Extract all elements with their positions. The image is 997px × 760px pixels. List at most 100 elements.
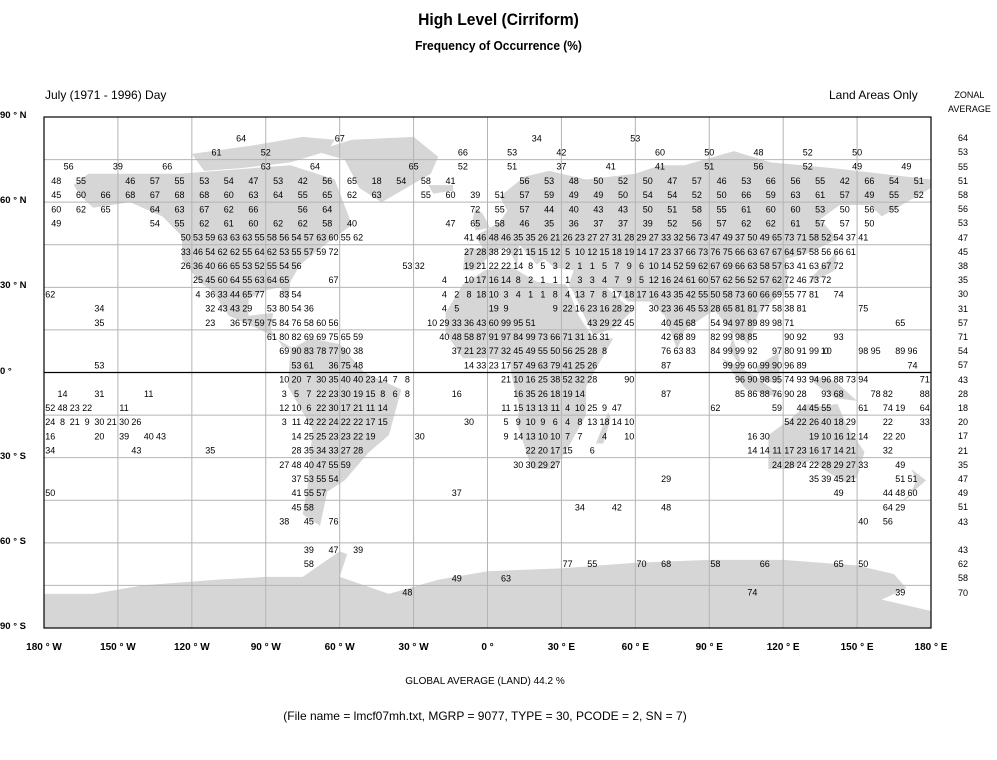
cell-value: 1 xyxy=(528,289,533,299)
cell-value: 51 xyxy=(914,176,924,186)
cell-value: 52 xyxy=(747,275,757,285)
cell-value: 23 xyxy=(328,431,338,441)
cell-value: 76 xyxy=(772,389,782,399)
zonal-average-value: 47 xyxy=(958,232,969,243)
cell-value: 3 xyxy=(503,289,508,299)
cell-value: 73 xyxy=(784,233,794,243)
cell-value: 55 xyxy=(538,346,548,356)
cell-value: 65 xyxy=(341,332,351,342)
cell-value: 21 xyxy=(846,446,856,456)
cell-value: 50 xyxy=(710,289,720,299)
cell-value: 55 xyxy=(421,190,431,200)
cell-value: 23 xyxy=(661,304,671,314)
cell-value: 41 xyxy=(563,360,573,370)
cell-value: 8 xyxy=(602,346,607,356)
cell-value: 33 xyxy=(858,460,868,470)
cell-value: 80 xyxy=(279,304,289,314)
cell-value: 41 xyxy=(858,233,868,243)
cell-value: 55 xyxy=(304,488,314,498)
cell-value: 11 xyxy=(501,403,510,413)
cell-value: 16 xyxy=(45,431,55,441)
cell-value: 19 xyxy=(809,431,819,441)
cell-value: 61 xyxy=(858,403,868,413)
cell-value: 11 xyxy=(292,417,301,427)
latitude-tick-label: 90 ° S xyxy=(0,621,26,632)
cell-value: 96 xyxy=(735,375,745,385)
cell-value: 20 xyxy=(895,431,905,441)
land-shape xyxy=(721,358,784,399)
cell-value: 77 xyxy=(328,346,338,356)
cell-value: 30 xyxy=(94,417,104,427)
cell-value: 48 xyxy=(51,176,61,186)
cell-value: 28 xyxy=(476,247,486,257)
cell-value: 68 xyxy=(834,389,844,399)
cell-value: 51 xyxy=(526,318,536,328)
cell-value: 37 xyxy=(291,474,301,484)
cell-value: 58 xyxy=(723,289,733,299)
cell-value: 46 xyxy=(797,275,807,285)
cell-value: 44 xyxy=(544,204,554,214)
cell-value: 57 xyxy=(717,219,727,229)
cell-value: 66 xyxy=(741,190,751,200)
cell-value: 18 xyxy=(372,176,382,186)
cell-value: 23 xyxy=(797,446,807,456)
cell-value: 43 xyxy=(131,446,141,456)
cell-value: 64 xyxy=(920,403,930,413)
cell-value: 45 xyxy=(205,275,215,285)
cell-value: 50 xyxy=(550,346,560,356)
cell-value: 89 xyxy=(895,346,905,356)
cell-value: 90 xyxy=(784,332,794,342)
cell-value: 68 xyxy=(673,332,683,342)
cell-value: 40 xyxy=(858,517,868,527)
cell-value: 11 xyxy=(366,403,375,413)
zonal-average-value: 18 xyxy=(958,402,969,413)
cell-value: 29 xyxy=(846,417,856,427)
cell-value: 39 xyxy=(821,474,831,484)
cell-value: 28 xyxy=(291,446,301,456)
cell-value: 39 xyxy=(643,219,653,229)
cell-value: 23 xyxy=(489,360,499,370)
cell-value: 51 xyxy=(495,190,505,200)
cell-value: 18 xyxy=(550,389,560,399)
cell-value: 17 xyxy=(636,289,646,299)
cell-value: 71 xyxy=(797,233,807,243)
cell-value: 64 xyxy=(883,502,893,512)
cell-value: 36 xyxy=(673,304,683,314)
cell-value: 39 xyxy=(304,545,314,555)
cell-value: 60 xyxy=(445,190,455,200)
coverage-label: Land Areas Only xyxy=(829,88,918,102)
cell-value: 96 xyxy=(784,360,794,370)
cell-value: 83 xyxy=(279,289,289,299)
cell-value: 45 xyxy=(304,517,314,527)
cell-value: 48 xyxy=(753,148,763,158)
longitude-tick-label: 90 ° E xyxy=(695,642,723,653)
cell-value: 44 xyxy=(230,289,240,299)
cell-value: 10 xyxy=(624,431,634,441)
cell-value: 60 xyxy=(907,488,917,498)
cell-value: 34 xyxy=(45,446,55,456)
cell-value: 52 xyxy=(914,190,924,200)
cell-value: 63 xyxy=(747,261,757,271)
cell-value: 19 xyxy=(895,403,905,413)
cell-value: 55 xyxy=(587,559,597,569)
cell-value: 36 xyxy=(328,360,338,370)
cell-value: 33 xyxy=(181,247,191,257)
cell-value: 82 xyxy=(883,389,893,399)
cell-value: 39 xyxy=(895,588,905,598)
cell-value: 34 xyxy=(94,304,104,314)
cell-value: 49 xyxy=(864,190,874,200)
cell-value: 62 xyxy=(298,219,308,229)
cell-value: 28 xyxy=(784,460,794,470)
cell-value: 38 xyxy=(353,346,363,356)
cell-value: 9 xyxy=(540,417,545,427)
cell-value: 64 xyxy=(230,275,240,285)
cell-value: 94 xyxy=(809,375,819,385)
cell-value: 30 xyxy=(649,304,659,314)
cell-value: 40 xyxy=(304,460,314,470)
cell-value: 56 xyxy=(64,162,74,172)
cell-value: 32 xyxy=(501,346,511,356)
cell-value: 99 xyxy=(760,360,770,370)
cell-value: 48 xyxy=(291,460,301,470)
cell-value: 51 xyxy=(667,204,677,214)
cell-value: 43 xyxy=(230,304,240,314)
